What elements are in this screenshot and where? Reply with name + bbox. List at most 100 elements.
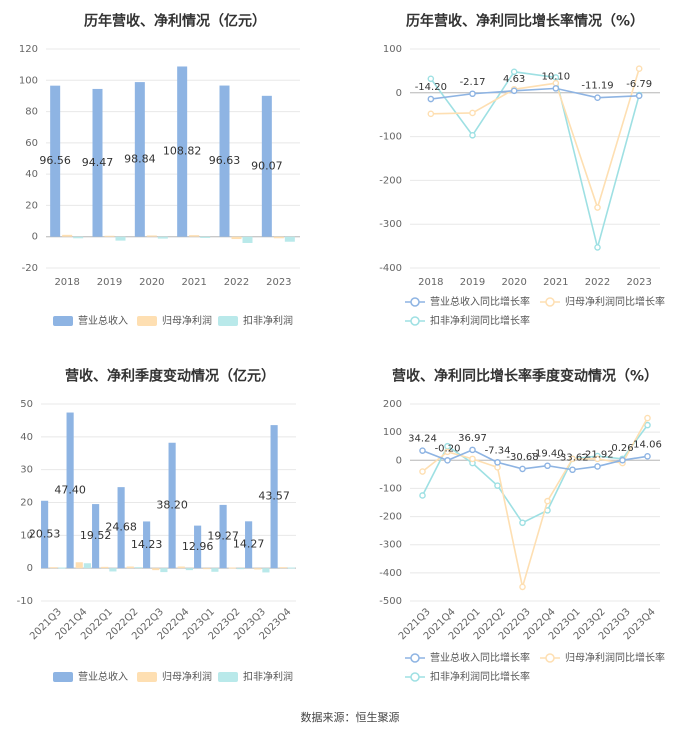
x-tick-label-1: 2021 <box>543 277 568 288</box>
y-tick-label-3: -200 <box>379 512 402 523</box>
legend-marker <box>410 653 420 663</box>
bar-net_profit <box>101 566 109 569</box>
point-deducted_growth <box>594 244 601 251</box>
point-revenue_growth <box>494 459 501 466</box>
bar-net_profit <box>203 568 211 570</box>
point-net_growth <box>544 497 551 505</box>
data-label: -7.34 <box>485 445 511 456</box>
y-tick-label-0: 60 <box>25 138 38 149</box>
point-revenue_growth <box>419 447 426 454</box>
bar-deducted_profit <box>242 236 253 243</box>
point-deducted_growth <box>469 131 476 139</box>
data-label: 96.63 <box>209 154 241 167</box>
x-tick-label-1: 2022 <box>585 277 610 288</box>
point-net_growth <box>469 455 476 463</box>
data-label: 14.06 <box>633 439 662 450</box>
data-label: 19.27 <box>207 530 239 543</box>
data-label: 4.63 <box>503 74 525 85</box>
series-line-revenue_growth <box>430 87 640 100</box>
bar-revenue <box>270 425 278 569</box>
legend-label[interactable]: 归母净利润同比增长率 <box>565 295 665 308</box>
point-deducted_growth <box>644 421 651 429</box>
data-label: 14.27 <box>233 538 265 551</box>
legend-label[interactable]: 扣非净利润同比增长率 <box>430 314 530 327</box>
legend-marker <box>410 297 420 307</box>
y-tick-label-1: -200 <box>379 175 402 186</box>
y-tick-label-2: -10 <box>17 596 33 607</box>
bar-net_profit <box>228 567 236 569</box>
point-revenue_growth <box>444 457 451 464</box>
bar-net_profit <box>254 568 262 570</box>
x-tick-label-1: 2020 <box>501 277 526 288</box>
y-tick-label-1: 0 <box>396 88 402 99</box>
point-deducted_growth <box>419 492 426 499</box>
chart-title-1: 历年营收、净利同比增长率情况（%） <box>406 13 644 30</box>
legend-label[interactable]: 营业总收入同比增长率 <box>430 651 530 664</box>
point-net_growth <box>444 448 451 456</box>
bar-deducted_profit <box>134 567 142 569</box>
bar-net_profit <box>126 566 134 569</box>
bar-deducted_profit <box>185 568 193 571</box>
legend-label[interactable]: 归母净利润同比增长率 <box>565 651 665 664</box>
chart-title-2: 营收、净利季度变动情况（亿元） <box>65 368 275 385</box>
bar-revenue <box>245 521 253 569</box>
bar-deducted_profit <box>200 236 211 238</box>
series-line-revenue_growth <box>422 449 648 471</box>
y-tick-label-3: 100 <box>383 427 402 438</box>
legend-label[interactable]: 扣非净利润 <box>243 314 293 327</box>
y-tick-label-0: 120 <box>19 44 38 55</box>
bar-deducted_profit <box>262 568 270 573</box>
point-net_growth <box>635 65 643 73</box>
y-tick-label-3: -500 <box>379 596 402 607</box>
bar-net_profit <box>177 566 185 569</box>
bar-revenue <box>143 521 151 569</box>
legend-label[interactable]: 扣非净利润 <box>243 670 293 683</box>
point-deducted_growth <box>494 482 501 489</box>
data-label: 10.10 <box>542 71 571 82</box>
point-revenue_growth <box>510 87 518 95</box>
point-revenue_growth <box>569 466 576 474</box>
point-net_growth <box>594 455 601 463</box>
x-tick-label-0: 2022 <box>224 277 249 288</box>
data-label: -19.40 <box>531 449 563 460</box>
y-tick-label-3: -300 <box>379 540 402 551</box>
legend-marker <box>410 672 420 682</box>
point-net_growth <box>427 110 435 118</box>
y-tick-label-2: 40 <box>20 432 33 443</box>
legend-marker <box>545 653 555 663</box>
bar-net_profit <box>62 234 73 237</box>
data-label: 43.57 <box>258 490 290 503</box>
bar-deducted_profit <box>211 568 219 572</box>
point-revenue_growth <box>469 446 476 454</box>
legend-label[interactable]: 营业总收入 <box>78 314 128 327</box>
x-tick-label-0: 2023 <box>266 277 291 288</box>
point-deducted_growth <box>510 68 518 76</box>
data-label: 94.47 <box>82 156 114 169</box>
legend-label[interactable]: 扣非净利润同比增长率 <box>430 670 530 683</box>
data-label: 36.97 <box>458 433 487 444</box>
legend-label[interactable]: 营业总收入 <box>78 670 128 683</box>
legend-label[interactable]: 营业总收入同比增长率 <box>430 295 530 308</box>
x-tick-label-0: 2020 <box>139 277 164 288</box>
legend-label[interactable]: 归母净利润 <box>162 670 212 683</box>
data-label: 34.24 <box>408 434 437 445</box>
bar-net_profit <box>189 235 200 237</box>
bar-deducted_profit <box>160 568 168 573</box>
bar-revenue <box>92 88 103 237</box>
point-net_growth <box>594 204 601 211</box>
point-deducted_growth <box>427 75 435 83</box>
x-tick-label-1: 2018 <box>418 277 443 288</box>
y-tick-label-0: 20 <box>25 200 38 211</box>
bar-revenue <box>134 82 145 237</box>
bar-deducted_profit <box>58 567 66 569</box>
y-tick-label-3: -100 <box>379 483 402 494</box>
legend-label[interactable]: 归母净利润 <box>162 314 212 327</box>
source-note: 数据来源：恒生聚源 <box>300 711 400 724</box>
point-revenue_growth <box>619 456 626 464</box>
bar-net_profit <box>50 567 58 569</box>
series-line-deducted_growth <box>430 70 640 251</box>
series-line-net_growth <box>430 68 640 211</box>
legend-swatch <box>218 316 238 326</box>
data-label: -21.92 <box>581 449 613 460</box>
